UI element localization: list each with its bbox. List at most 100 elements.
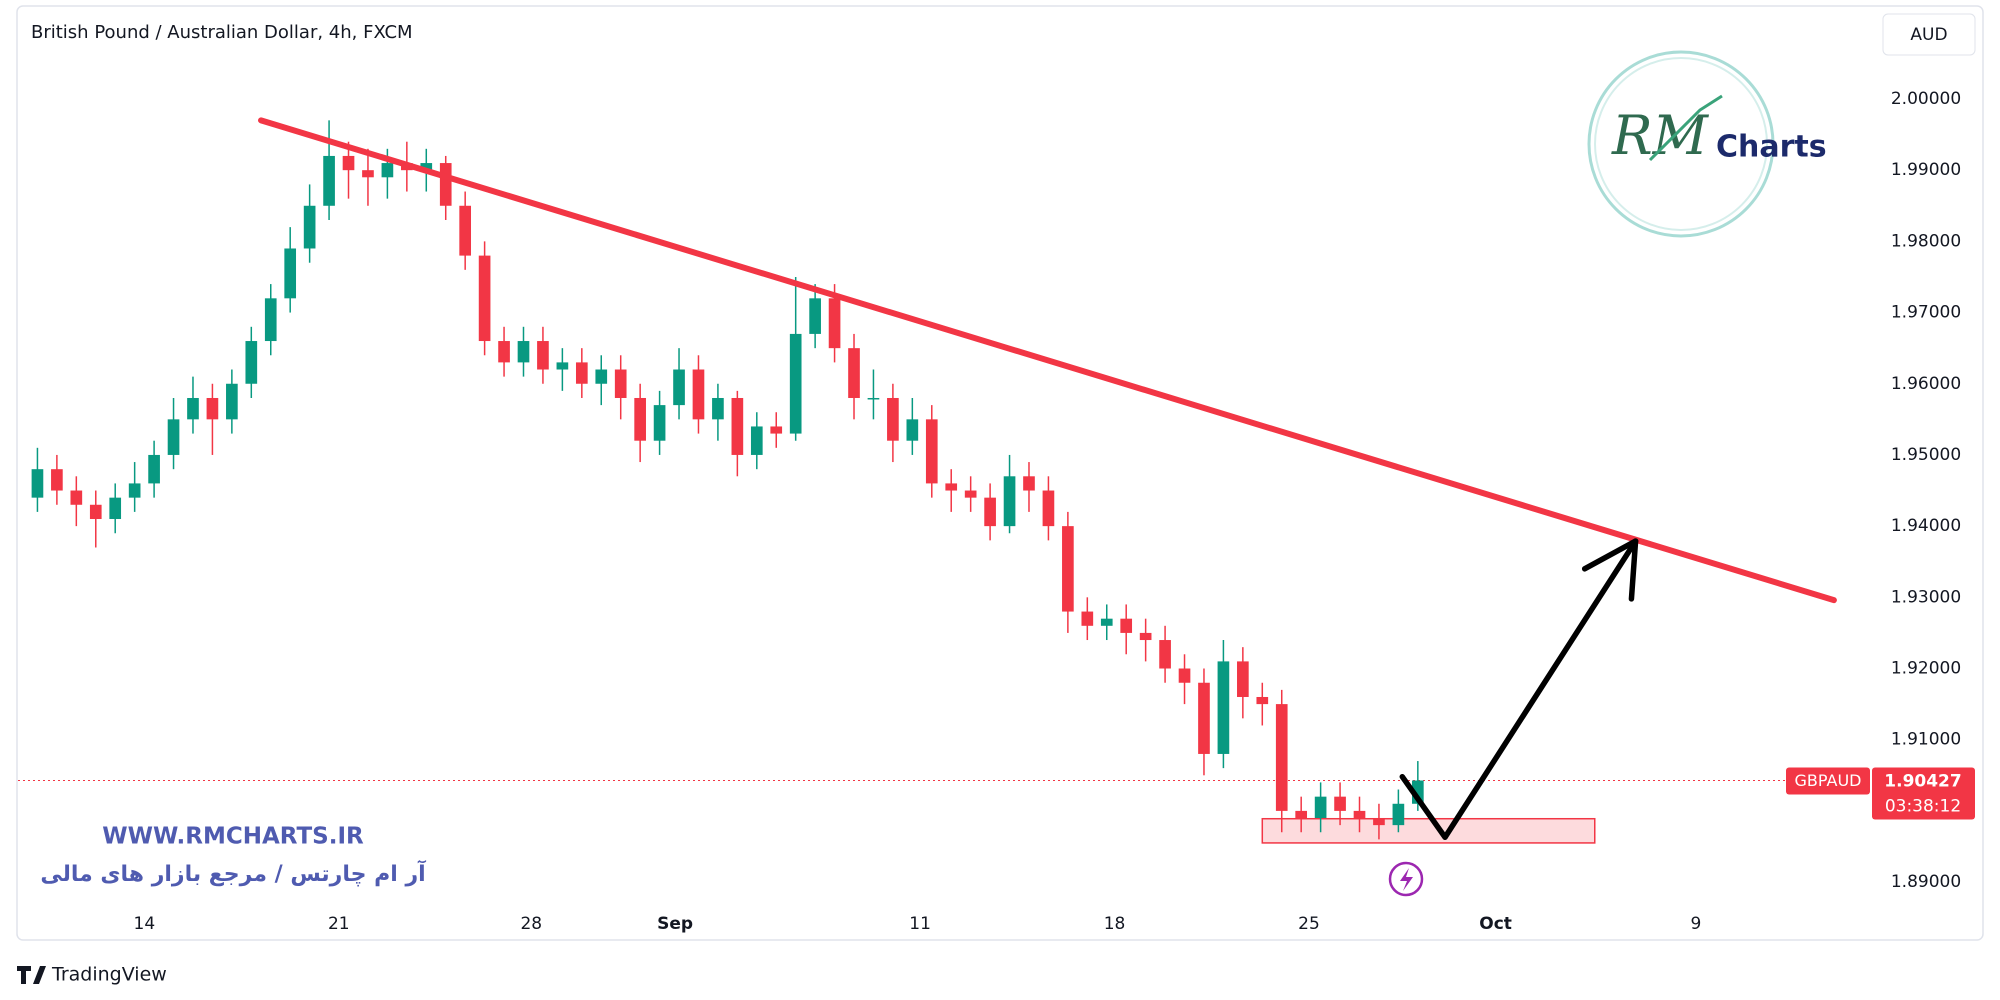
y-tick-label: 1.94000 bbox=[1891, 516, 1961, 536]
candle-body bbox=[284, 248, 297, 299]
candle-body bbox=[439, 163, 452, 206]
countdown-label: 03:38:12 bbox=[1885, 796, 1961, 816]
y-tick-label: 1.96000 bbox=[1891, 374, 1961, 394]
logo-text: Charts bbox=[1716, 130, 1827, 165]
symbol-label-box bbox=[1786, 767, 1870, 795]
candle-body bbox=[867, 397, 880, 400]
candle-body bbox=[925, 419, 938, 484]
candle-body bbox=[420, 163, 433, 171]
candle-body bbox=[906, 419, 919, 441]
watermark-tagline: آر ام چارتس / مرجع بازار های مالی bbox=[40, 859, 426, 887]
candle-body bbox=[148, 454, 160, 484]
candle-body bbox=[226, 383, 238, 420]
candle-body bbox=[964, 490, 977, 498]
y-tick-label: 1.99000 bbox=[1891, 160, 1961, 180]
x-tick-label: 21 bbox=[328, 914, 350, 934]
y-tick-label: 1.93000 bbox=[1891, 587, 1961, 607]
candle-body bbox=[187, 397, 199, 420]
candle-body bbox=[89, 504, 102, 520]
symbol-label: GBPAUD bbox=[1795, 771, 1862, 790]
candle-body bbox=[31, 469, 44, 498]
candle-body bbox=[1373, 818, 1385, 826]
candle-body bbox=[1256, 696, 1269, 705]
candle-body bbox=[1353, 810, 1366, 819]
candle-body bbox=[712, 397, 724, 420]
candle-body bbox=[1159, 640, 1171, 669]
trendline bbox=[258, 117, 1837, 604]
logo-ring-inner bbox=[1594, 57, 1768, 231]
candle-body bbox=[614, 369, 627, 398]
candle-body bbox=[109, 497, 122, 520]
candle-body bbox=[1237, 661, 1249, 697]
candle-body bbox=[1003, 476, 1016, 527]
candle-body bbox=[770, 426, 783, 434]
currency-button[interactable] bbox=[1882, 13, 1976, 56]
candle-body bbox=[381, 163, 394, 178]
candle-body bbox=[984, 497, 996, 527]
candle-body bbox=[1023, 476, 1035, 491]
logo-mark: RM bbox=[1611, 104, 1710, 167]
brand-text: TradingView bbox=[51, 964, 167, 986]
candle-body bbox=[1392, 803, 1405, 826]
candle-body bbox=[634, 397, 646, 441]
candle-body bbox=[70, 490, 83, 505]
candle-body bbox=[595, 369, 608, 384]
candle-body bbox=[498, 341, 510, 363]
watermark-url: WWW.RMCHARTS.IR bbox=[102, 824, 364, 850]
candle-body bbox=[1314, 796, 1327, 819]
support-zone bbox=[1261, 817, 1596, 844]
candle-body bbox=[1198, 682, 1210, 754]
projection-arrow bbox=[1399, 538, 1639, 840]
candle-body bbox=[362, 170, 374, 178]
y-tick-label: 1.89000 bbox=[1891, 872, 1961, 892]
x-tick-label: 18 bbox=[1104, 914, 1126, 934]
candle-body bbox=[1275, 704, 1288, 811]
logo: RM Charts bbox=[1587, 50, 1827, 238]
candle-body bbox=[517, 341, 530, 363]
candle-body bbox=[692, 369, 705, 420]
candle-body bbox=[848, 348, 860, 398]
candle-body bbox=[167, 419, 180, 455]
y-tick-label: 1.98000 bbox=[1891, 231, 1961, 251]
candle-body bbox=[1217, 661, 1230, 754]
candle-body bbox=[750, 426, 763, 455]
y-tick-label: 1.97000 bbox=[1891, 303, 1961, 323]
x-tick-label: 28 bbox=[520, 914, 542, 934]
candle-body bbox=[1100, 618, 1113, 626]
brand: TradingView bbox=[17, 964, 167, 986]
candle-body bbox=[1120, 618, 1133, 633]
candle-body bbox=[264, 298, 277, 342]
candle-body bbox=[478, 255, 491, 342]
candle-body bbox=[556, 362, 569, 370]
y-tick-label: 2.00000 bbox=[1891, 89, 1961, 109]
candle-body bbox=[303, 205, 316, 249]
candle-body bbox=[673, 369, 685, 406]
candle-body bbox=[887, 397, 899, 441]
chart-frame bbox=[16, 5, 1984, 941]
candle-body bbox=[1295, 810, 1308, 819]
x-tick-label: 25 bbox=[1298, 914, 1320, 934]
alert-bolt bbox=[1400, 868, 1413, 891]
y-tick-label: 1.95000 bbox=[1891, 445, 1961, 465]
candle-body bbox=[1139, 632, 1152, 641]
candle-body bbox=[537, 341, 549, 370]
candle-body bbox=[245, 341, 258, 384]
x-tick-label: Sep bbox=[657, 914, 693, 934]
alert-icon[interactable] bbox=[1388, 861, 1424, 897]
candle-body bbox=[828, 298, 841, 349]
logo-ring bbox=[1587, 50, 1775, 238]
currency-label: AUD bbox=[1910, 25, 1947, 45]
candle-body bbox=[459, 205, 472, 256]
candle-body bbox=[128, 483, 141, 498]
candle-body bbox=[1178, 668, 1191, 683]
x-tick-label: 11 bbox=[909, 914, 931, 934]
candle-body bbox=[323, 155, 335, 206]
arrow-head bbox=[1581, 538, 1639, 602]
candle-body bbox=[809, 298, 821, 334]
candle-body bbox=[206, 397, 219, 420]
candle-body bbox=[653, 405, 666, 441]
candle-body bbox=[1081, 611, 1094, 626]
y-tick-label: 1.91000 bbox=[1891, 730, 1961, 750]
